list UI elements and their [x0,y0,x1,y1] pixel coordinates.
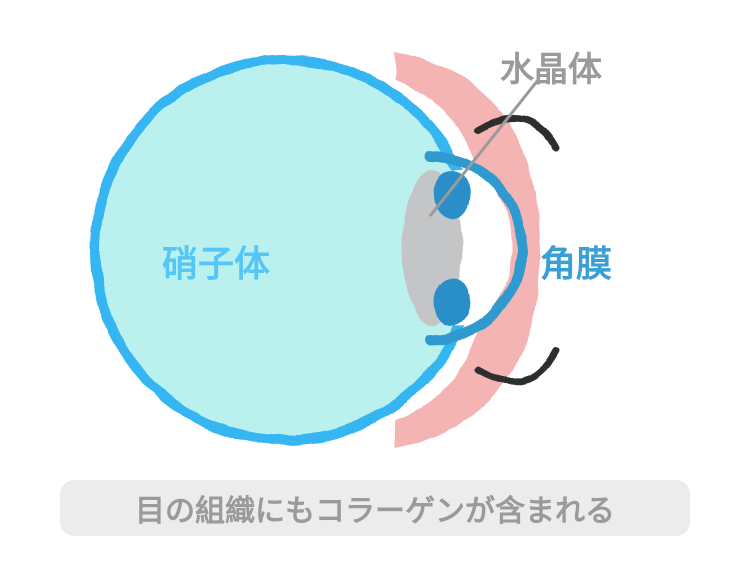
label-cornea: 角膜 [540,235,612,287]
label-vitreous: 硝子体 [162,235,270,287]
caption-text: 目の組織にもコラーゲンが含まれる [135,486,615,530]
caption-bar: 目の組織にもコラーゲンが含まれる [60,480,690,536]
label-lens: 水晶体 [500,42,602,91]
iris-bottom [434,278,470,326]
eye-diagram: 水晶体 硝子体 角膜 目の組織にもコラーゲンが含まれる [0,0,750,560]
eye-svg [0,0,750,560]
iris-top [434,171,470,219]
